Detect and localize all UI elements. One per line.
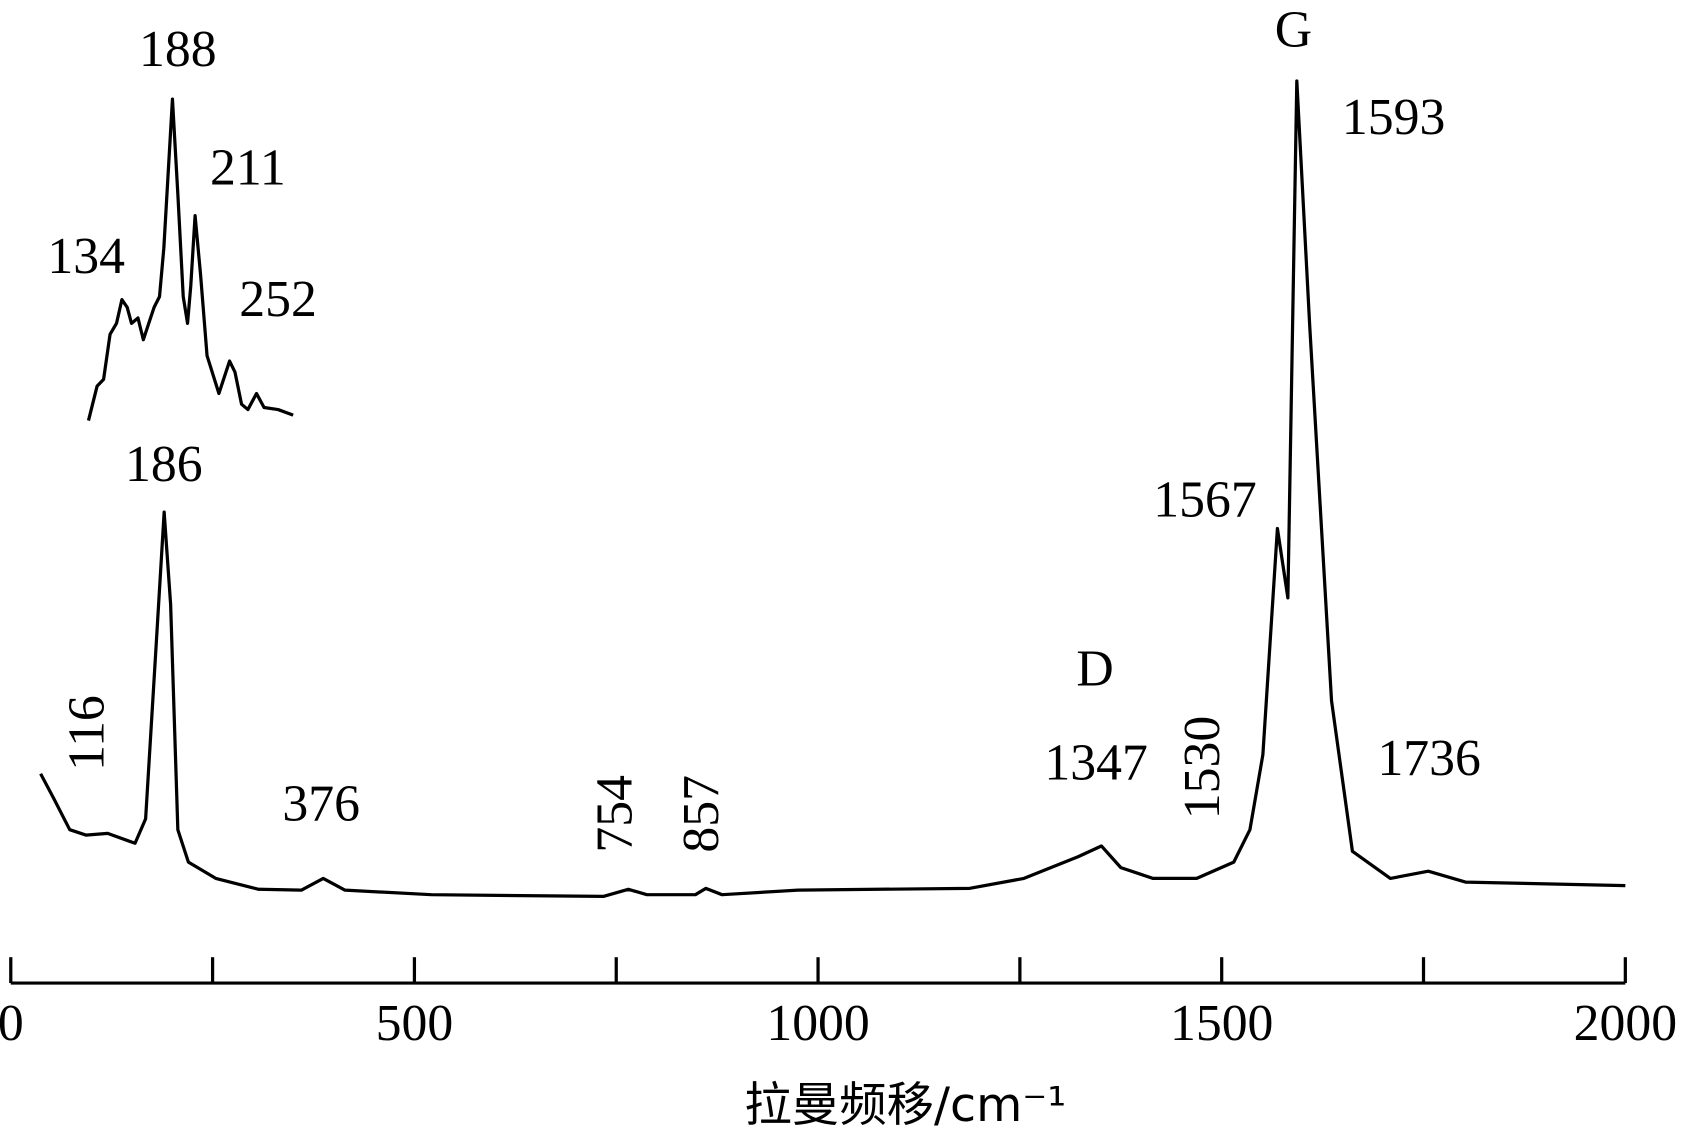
- peak-label: 252: [239, 271, 317, 328]
- peak-label: 1347: [1044, 734, 1147, 791]
- x-tick-label: 500: [376, 995, 454, 1052]
- peak-label: 1530: [1174, 716, 1231, 819]
- x-tick-label: 1500: [1170, 995, 1273, 1052]
- peak-label: 211: [210, 139, 286, 196]
- peak-label: 134: [47, 228, 125, 285]
- peak-label: 857: [673, 775, 730, 853]
- x-tick-label: 1000: [766, 995, 869, 1052]
- peak-label: 116: [58, 695, 115, 771]
- peak-label: D: [1076, 641, 1113, 698]
- x-tick-label: 0: [0, 995, 24, 1052]
- peak-label: 754: [587, 775, 644, 853]
- peak-label: 188: [139, 21, 217, 78]
- peak-label: 1593: [1342, 89, 1445, 146]
- peak-label: 1736: [1377, 730, 1480, 787]
- peak-label: 186: [125, 436, 203, 493]
- x-tick-label: 2000: [1574, 995, 1677, 1052]
- spectrum-line: [86, 97, 294, 421]
- peak-label: 1567: [1153, 471, 1256, 528]
- spectrum-line: [39, 79, 1626, 899]
- x-axis-title: 拉曼频移/cm⁻¹: [744, 1078, 1066, 1133]
- peak-label: G: [1275, 1, 1312, 58]
- peak-label: 376: [282, 775, 360, 832]
